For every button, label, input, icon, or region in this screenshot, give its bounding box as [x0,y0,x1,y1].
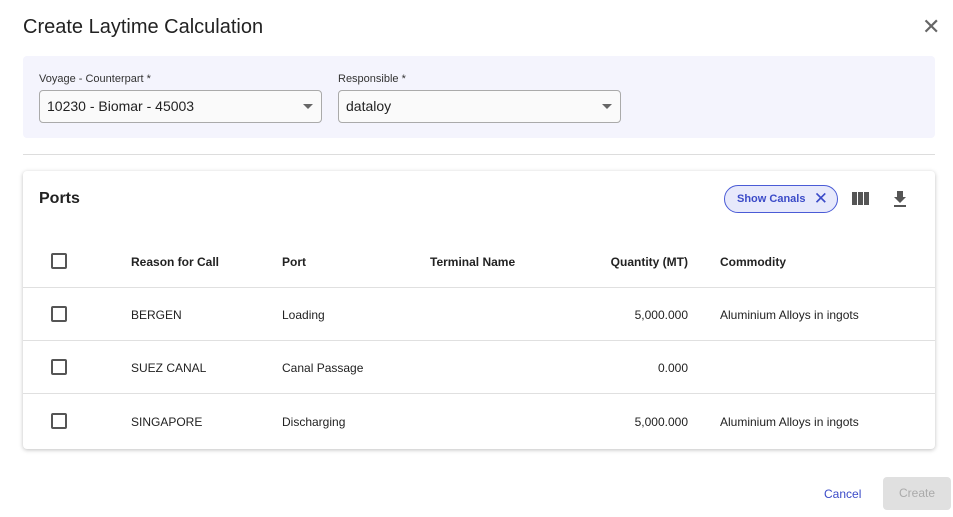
column-header[interactable]: Port [282,255,306,269]
row-checkbox[interactable] [51,413,67,429]
cell: 0.000 [657,361,688,375]
table-row[interactable]: SUEZ CANAL Canal Passage 0.000 [23,341,935,394]
ports-card: Ports Show Canals ✕ Reason for Call Port … [23,171,935,449]
table-row[interactable]: SINGAPORE Discharging 5,000.000 Aluminiu… [23,395,935,448]
show-canals-chip[interactable]: Show Canals ✕ [724,185,838,213]
cell: Loading [282,308,325,322]
cell: Aluminium Alloys in ingots [720,415,859,429]
responsible-label: Responsible * [338,73,406,85]
voyage-select[interactable]: 10230 - Biomar - 45003 [39,90,322,123]
voyage-label: Voyage - Counterpart * [39,73,151,85]
cell: SINGAPORE [131,415,203,429]
responsible-select[interactable]: dataloy [338,90,621,123]
cell: Discharging [282,415,346,429]
select-all-checkbox[interactable] [51,253,67,269]
chip-label: Show Canals [737,193,806,205]
dropdown-arrow-icon [303,104,313,109]
row-checkbox[interactable] [51,306,67,322]
voyage-value: 10230 - Biomar - 45003 [47,98,195,114]
cell: SUEZ CANAL [131,361,207,375]
form-panel: Voyage - Counterpart * 10230 - Biomar - … [23,56,935,138]
chip-remove-icon[interactable]: ✕ [813,189,828,208]
column-header[interactable]: Commodity [720,255,786,269]
cell: Aluminium Alloys in ingots [720,308,859,322]
close-icon[interactable]: ✕ [922,14,941,39]
cell: 5,000.000 [634,308,688,322]
cell: 5,000.000 [634,415,688,429]
cancel-button[interactable]: Cancel [824,487,862,501]
ports-title: Ports [39,190,80,207]
voyage-field: Voyage - Counterpart * 10230 - Biomar - … [39,73,322,123]
table-row[interactable]: BERGEN Loading 5,000.000 Aluminium Alloy… [23,288,935,341]
cell: BERGEN [131,308,182,322]
column-header[interactable]: Quantity (MT) [610,255,688,269]
dialog-title: Create Laytime Calculation [23,16,264,38]
row-checkbox[interactable] [51,359,67,375]
column-header[interactable]: Terminal Name [430,255,516,269]
responsible-value: dataloy [346,98,392,114]
table-header: Reason for Call Port Terminal Name Quant… [23,235,935,288]
divider [23,154,935,155]
download-icon[interactable] [893,190,907,208]
create-button[interactable]: Create [883,477,951,510]
columns-icon[interactable] [852,192,869,205]
column-header[interactable]: Reason for Call [131,255,220,269]
responsible-field: Responsible * dataloy [338,73,621,123]
dropdown-arrow-icon [602,104,612,109]
cell: Canal Passage [282,361,364,375]
